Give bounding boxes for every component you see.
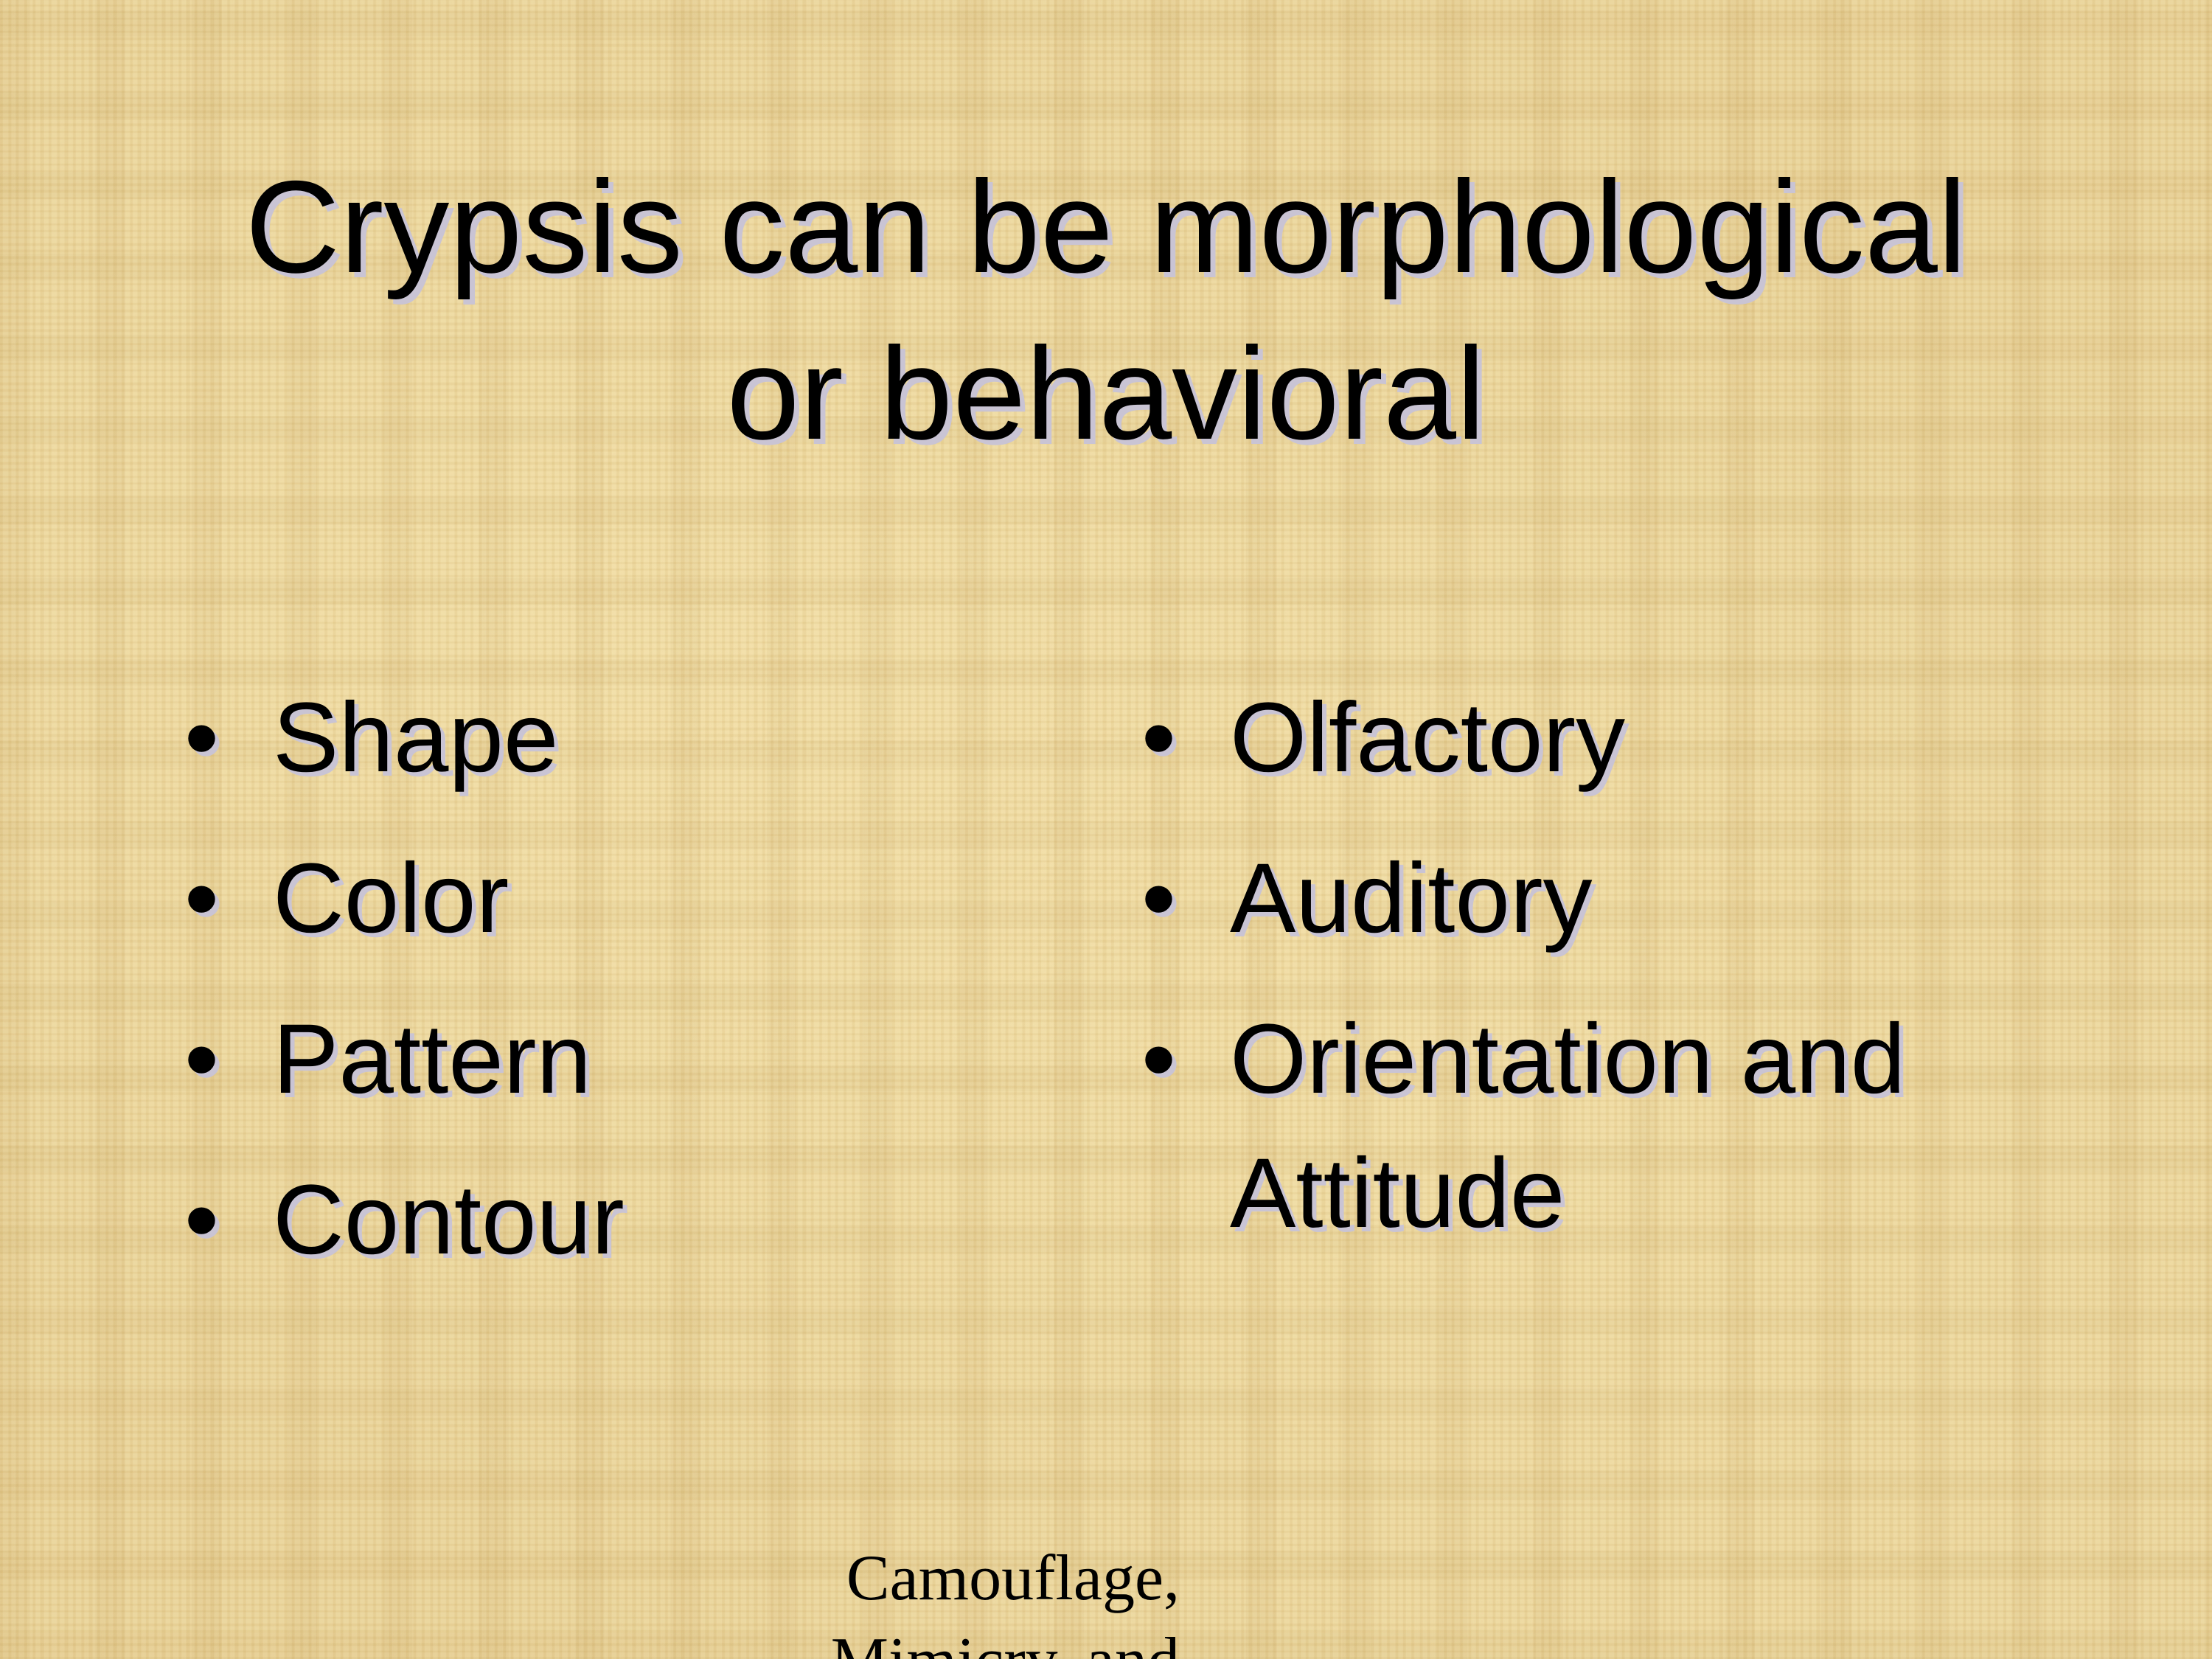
list-item-label: Olfactory — [1230, 683, 1626, 793]
list-item-label: Auditory — [1230, 844, 1593, 953]
list-item-label: Orientation and Attitude — [1230, 1004, 1906, 1248]
slide-title-line-1: Crypsis can be morphological — [245, 153, 1967, 300]
list-item: • Pattern — [184, 992, 1069, 1127]
bullet-icon: • — [1141, 1004, 1176, 1114]
bullet-icon: • — [184, 844, 219, 953]
bullet-icon: • — [184, 1004, 219, 1114]
morphological-list: • Shape • Color • Pattern • Contour — [184, 671, 1069, 1314]
list-item: • Shape — [184, 671, 1069, 805]
list-item: • Orientation and Attitude — [1141, 992, 2100, 1261]
list-item: • Color — [184, 832, 1069, 966]
slide-footer: Camouflage, Mimicry, and — [737, 1537, 1180, 1659]
bullet-icon: • — [1141, 844, 1176, 953]
bullet-icon: • — [184, 1165, 219, 1275]
list-item: • Contour — [184, 1153, 1069, 1287]
footer-line-1: Camouflage, — [846, 1543, 1180, 1614]
list-item-label: Pattern — [273, 1004, 592, 1114]
slide-title-line-2: or behavioral — [726, 320, 1486, 467]
list-item-label: Color — [273, 844, 509, 953]
list-item: • Auditory — [1141, 832, 2100, 966]
footer-line-2: Mimicry, and — [737, 1620, 1180, 1659]
bullet-icon: • — [1141, 683, 1176, 793]
list-item: • Olfactory — [1141, 671, 2100, 805]
slide-title: Crypsis can be morphological or behavior… — [111, 144, 2101, 477]
bullet-icon: • — [184, 683, 219, 793]
behavioral-list: • Olfactory • Auditory • Orientation and At… — [1141, 671, 2100, 1287]
list-item-label: Contour — [273, 1165, 625, 1275]
list-item-label: Shape — [273, 683, 559, 793]
